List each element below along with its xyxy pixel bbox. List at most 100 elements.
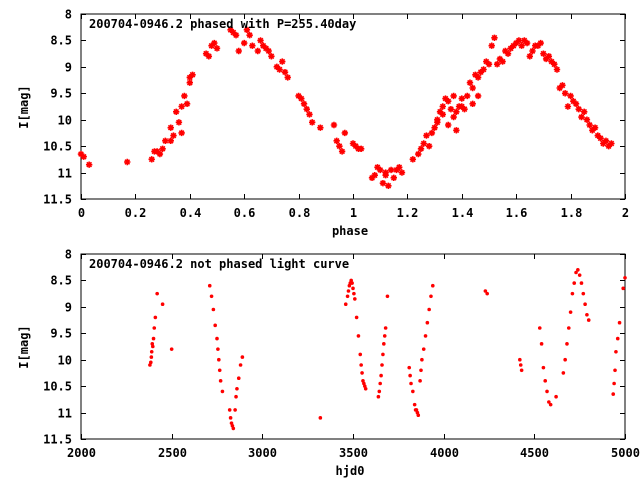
data-point: [445, 121, 452, 129]
y-tick-label: 8: [65, 248, 72, 262]
data-point: [586, 318, 591, 322]
data-point: [464, 92, 471, 100]
data-point: [483, 289, 488, 293]
data-point: [585, 312, 589, 317]
data-point: [418, 379, 422, 383]
data-point: [589, 127, 596, 134]
data-point: [518, 357, 522, 362]
data-point: [148, 156, 155, 163]
y-tick-label: 8: [65, 8, 72, 22]
data-point: [409, 381, 413, 386]
data-point: [77, 150, 85, 158]
data-point: [428, 129, 436, 137]
data-point: [235, 47, 242, 55]
data-point: [268, 53, 275, 60]
data-point: [572, 100, 580, 108]
data-point: [583, 116, 591, 123]
data-point: [551, 61, 558, 68]
data-point: [379, 373, 383, 378]
data-point: [149, 355, 154, 359]
data-point: [149, 349, 154, 354]
data-point: [235, 386, 239, 391]
data-point: [553, 66, 561, 73]
data-point: [419, 368, 423, 373]
data-point: [540, 50, 547, 57]
data-point: [586, 121, 593, 129]
data-point: [608, 140, 615, 147]
data-point: [431, 124, 438, 131]
data-point: [379, 179, 387, 187]
data-point: [488, 42, 495, 49]
data-point: [537, 326, 542, 330]
data-point: [336, 142, 343, 150]
data-point: [350, 281, 354, 285]
data-point: [548, 402, 553, 407]
data-point: [453, 108, 460, 115]
data-point: [407, 365, 412, 370]
data-point: [186, 74, 193, 81]
data-point: [545, 389, 549, 394]
data-point: [434, 119, 441, 126]
y-axis-label: I[mag]: [17, 325, 31, 368]
data-point: [178, 103, 185, 110]
data-point: [611, 392, 616, 396]
data-point: [461, 105, 468, 113]
data-point: [387, 166, 395, 174]
data-point: [541, 365, 546, 370]
data-point: [623, 275, 627, 280]
data-point: [483, 58, 490, 65]
data-point: [354, 315, 359, 320]
data-point: [594, 132, 601, 139]
data-point: [436, 108, 444, 115]
chart-title: 200704-0946.2 phased with P=255.40day: [89, 17, 356, 31]
data-point: [442, 95, 449, 102]
data-point: [217, 368, 222, 373]
data-point: [360, 371, 364, 375]
data-point: [231, 426, 236, 431]
y-tick-label: 11: [58, 167, 72, 181]
data-point: [561, 90, 569, 97]
data-point: [368, 174, 376, 182]
data-point: [570, 98, 577, 105]
data-point: [466, 79, 474, 86]
data-point: [439, 111, 446, 118]
data-point: [380, 363, 384, 367]
unphased-chart: 2000 2500 3000 3500 4000 4500 5000 8 8.5 9 9.5 10 10…: [17, 248, 640, 479]
data-point: [341, 129, 349, 137]
data-point: [151, 336, 156, 341]
x-tick-label: 1.6: [506, 206, 528, 220]
y-tick-label: 10.5: [43, 380, 72, 394]
data-point: [124, 158, 131, 166]
data-point: [416, 413, 421, 418]
data-point: [189, 71, 196, 78]
data-point: [306, 111, 313, 118]
data-point: [303, 105, 310, 113]
data-point: [581, 108, 588, 115]
data-point: [159, 145, 166, 152]
data-point: [450, 92, 457, 100]
data-point: [249, 42, 256, 49]
data-point: [430, 283, 435, 288]
data-point: [170, 132, 177, 139]
data-point: [576, 268, 580, 272]
data-point: [453, 127, 460, 134]
data-points: [148, 268, 627, 431]
data-point: [523, 39, 531, 47]
data-point: [542, 55, 550, 63]
ticks: 2000 2500 3000 3500 4000 4500 5000 8 8.5 9 9.5 10 10…: [43, 248, 640, 461]
data-point: [417, 145, 425, 152]
data-point: [262, 45, 270, 52]
data-point: [423, 132, 430, 139]
data-point: [534, 42, 542, 49]
x-tick-label: 2500: [158, 446, 187, 460]
data-point: [398, 169, 406, 176]
data-point: [265, 47, 272, 55]
data-point: [186, 79, 193, 86]
data-point: [330, 121, 338, 129]
data-point: [547, 400, 551, 404]
data-point: [246, 31, 253, 39]
y-tick-label: 9.5: [50, 327, 72, 341]
data-point: [173, 108, 180, 115]
plot-frame: [80, 13, 626, 200]
